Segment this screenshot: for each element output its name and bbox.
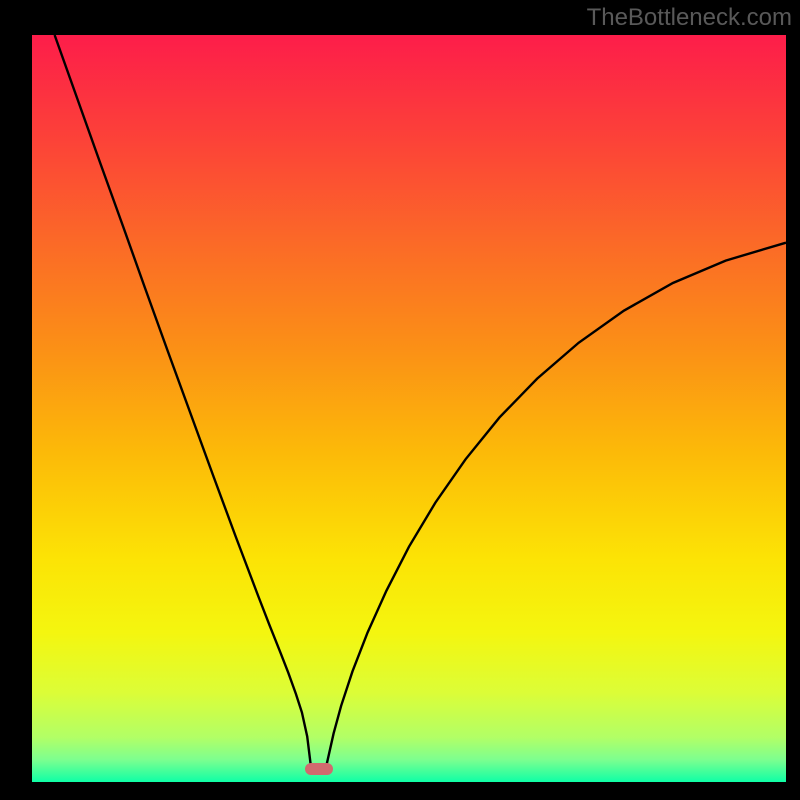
optimal-marker <box>305 763 333 775</box>
watermark-text: TheBottleneck.com <box>587 4 792 32</box>
bottleneck-curve <box>32 35 786 782</box>
chart-frame: TheBottleneck.com <box>0 0 800 800</box>
plot-area <box>32 35 786 782</box>
